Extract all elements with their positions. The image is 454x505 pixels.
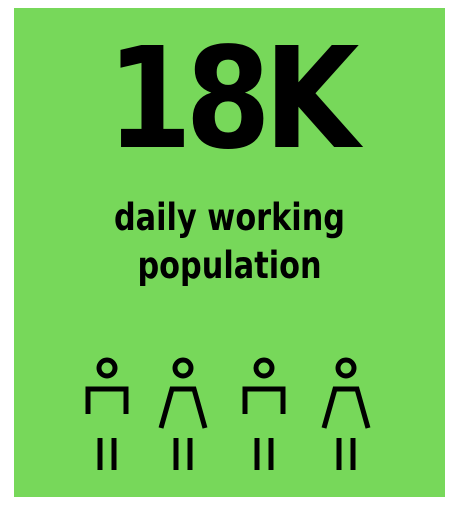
female-figure-icon xyxy=(158,357,208,470)
stat-value: 18K xyxy=(106,18,360,181)
stat-caption-line-1: daily working xyxy=(113,196,346,239)
stat-card: 18K daily working population xyxy=(14,8,445,497)
female-figure-icon xyxy=(321,357,371,470)
male-figure-icon xyxy=(85,357,129,470)
stat-caption: daily working population xyxy=(53,194,406,290)
stat-caption-line-2: population xyxy=(137,244,322,287)
male-figure-icon xyxy=(242,357,286,470)
people-figures xyxy=(14,356,445,486)
